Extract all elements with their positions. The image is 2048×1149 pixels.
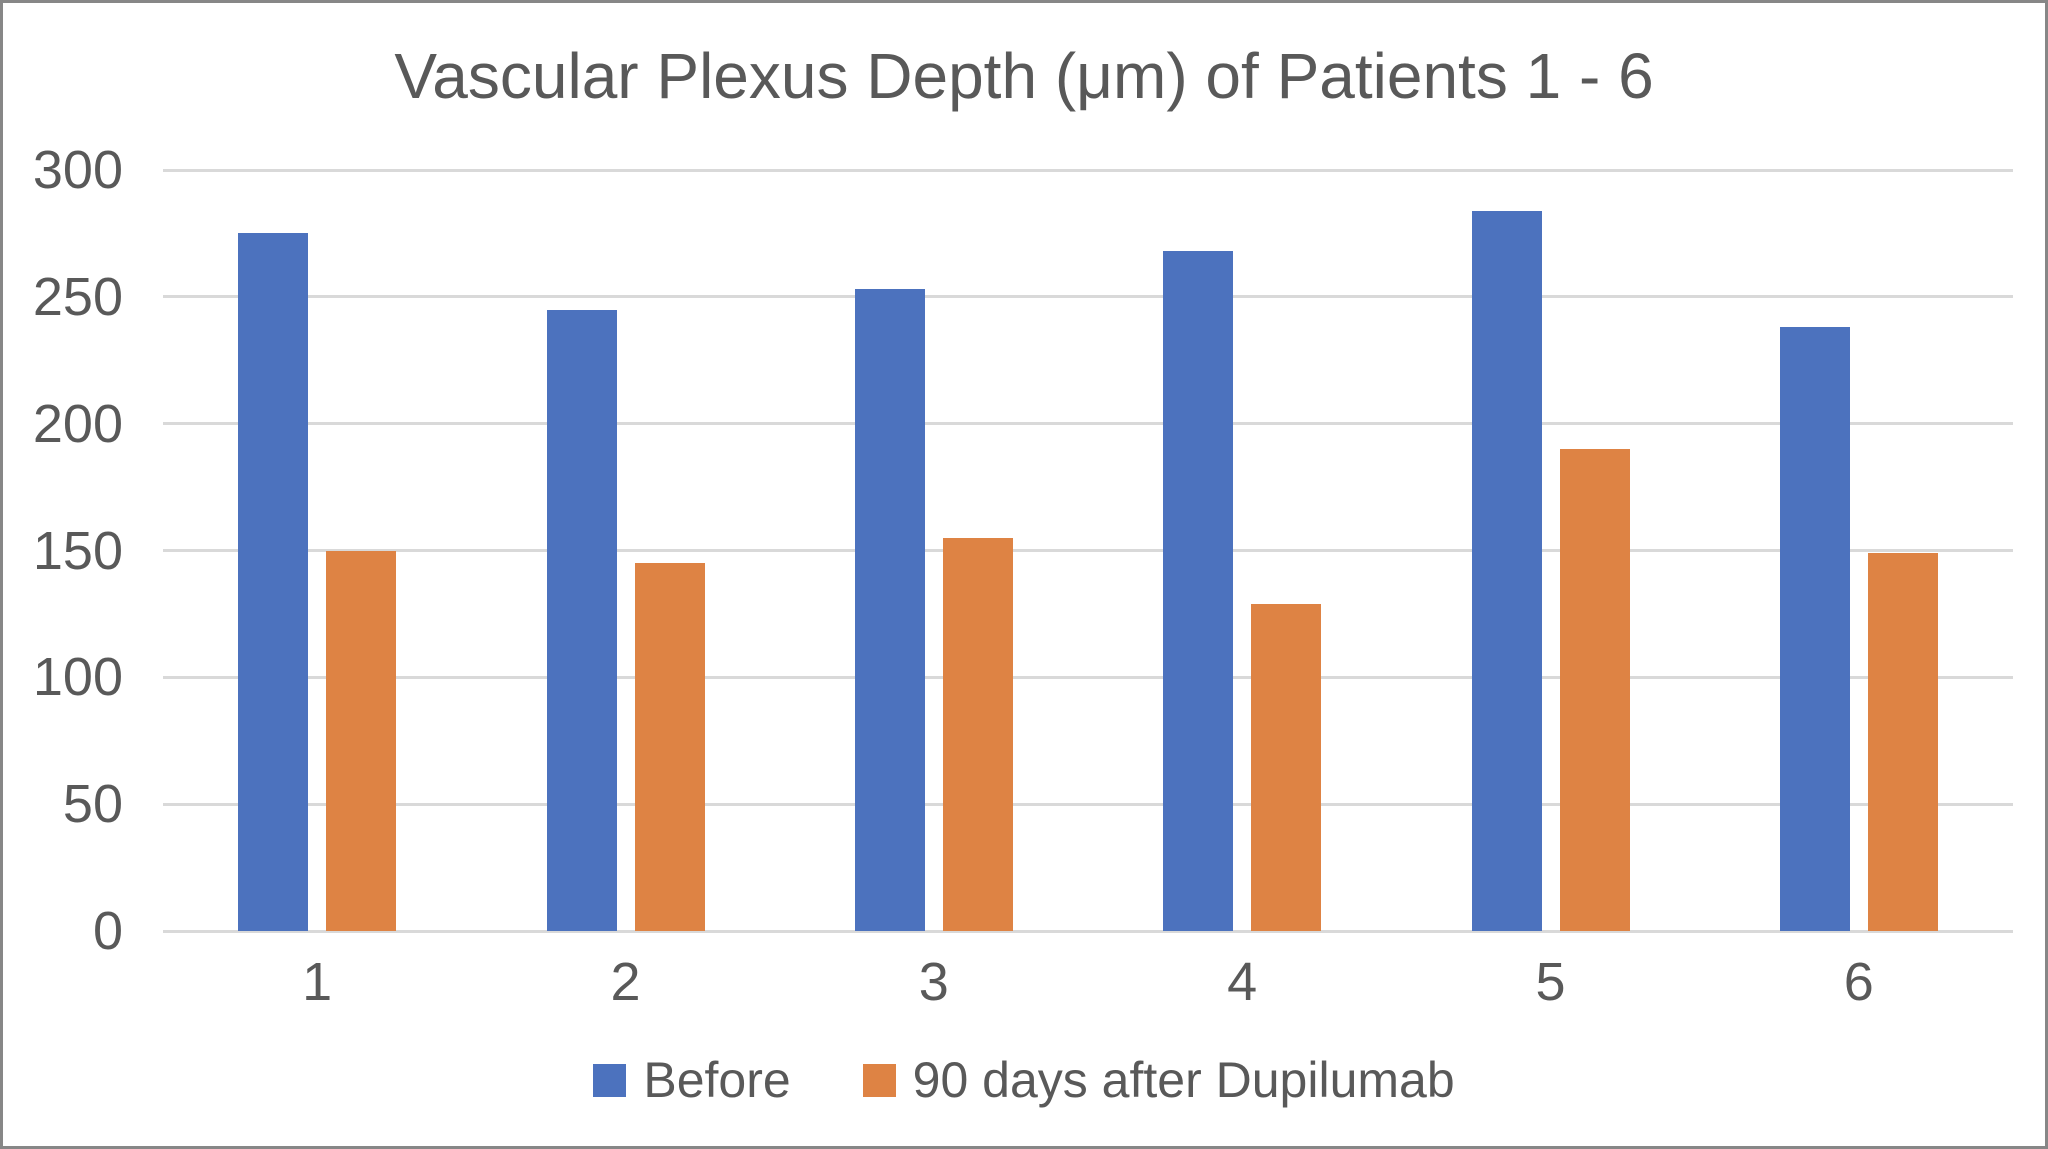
bar-before-patient-1 [238, 233, 309, 931]
bar-before-patient-5 [1471, 210, 1542, 931]
x-axis-category-label: 3 [918, 952, 949, 1012]
gridline [163, 422, 2013, 426]
bar-before-patient-3 [854, 289, 925, 931]
gridline [163, 168, 2013, 172]
bar-after-patient-2 [634, 563, 705, 931]
bar-before-patient-6 [1779, 327, 1850, 931]
legend-swatch-after [862, 1063, 896, 1097]
y-axis-tick-label: 200 [32, 393, 123, 454]
bar-after-patient-1 [326, 550, 397, 931]
x-axis-category-label: 1 [302, 952, 333, 1012]
gridline [163, 295, 2013, 299]
y-axis-tick-label: 100 [32, 647, 123, 708]
x-axis-category-label: 4 [1227, 952, 1258, 1012]
gridline [163, 549, 2013, 552]
plot-area [163, 168, 2013, 933]
y-axis-tick-label: 0 [92, 901, 123, 961]
legend-label-before: Before [643, 1052, 791, 1108]
bar-after-patient-5 [1559, 449, 1630, 931]
bar-after-patient-3 [942, 537, 1013, 931]
bar-after-patient-6 [1867, 553, 1938, 931]
x-axis-category-label: 6 [1843, 952, 1874, 1012]
gridline [163, 929, 2013, 933]
x-axis-category-label: 5 [1535, 952, 1566, 1012]
y-axis-tick-label: 50 [62, 774, 123, 835]
chart-title: Vascular Plexus Depth (μm) of Patients 1… [394, 40, 1654, 112]
legend-item-after: 90 days after Dupilumab [862, 1052, 1455, 1108]
legend: Before 90 days after Dupilumab [3, 1055, 2045, 1105]
gridline [163, 802, 2013, 806]
legend-item-before: Before [593, 1052, 791, 1108]
gridline [163, 675, 2013, 679]
bar-before-patient-4 [1163, 251, 1234, 931]
bar-after-patient-4 [1251, 603, 1322, 931]
legend-label-after: 90 days after Dupilumab [912, 1052, 1455, 1108]
legend-swatch-before [593, 1063, 627, 1097]
x-axis-category-label: 2 [610, 952, 641, 1012]
y-axis-tick-label: 300 [32, 140, 123, 200]
y-axis-tick-label: 250 [32, 266, 123, 327]
y-axis-tick-label: 150 [32, 520, 123, 581]
bar-before-patient-2 [546, 309, 617, 931]
